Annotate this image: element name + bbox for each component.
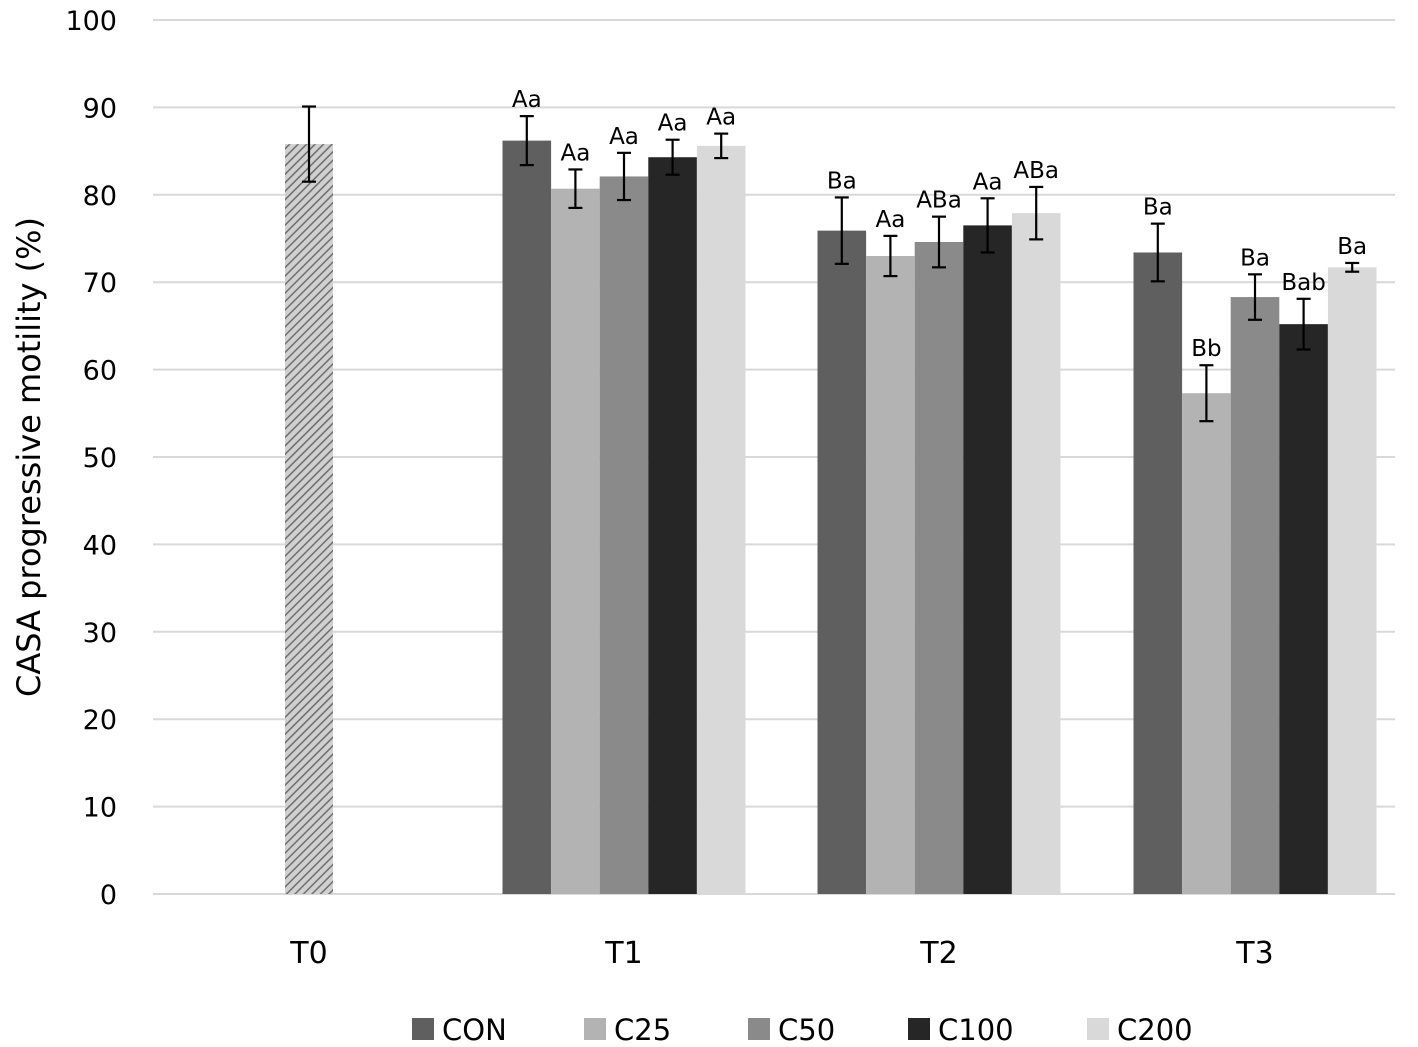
y-tick-label-40: 40	[83, 530, 117, 561]
error-bar-T1-C25	[568, 168, 583, 210]
bar-T0-baseline	[285, 144, 333, 894]
sig-label-T2-C100: Aa	[973, 169, 1003, 195]
bar-T3-C25	[1182, 393, 1231, 894]
error-bar-T2-C100	[980, 197, 995, 254]
significance-labels: Aa Ba Ba Aa Aa Bb Aa ABa Ba Aa Aa Bab Aa ABa Ba	[512, 87, 1367, 362]
legend: CON C25 C50 C100 C200	[412, 1013, 1193, 1047]
bar-T3-CON	[1133, 252, 1183, 894]
legend-item-C50: C50	[748, 1013, 835, 1047]
legend-label-CON: CON	[442, 1013, 507, 1047]
sig-label-T1-CON: Aa	[512, 87, 542, 113]
error-bar-T3-CON	[1150, 222, 1165, 283]
y-tick-label-0: 0	[100, 880, 117, 911]
y-tick-label-30: 30	[83, 618, 117, 649]
x-axis-category-labels: T0 T1 T2 T3	[289, 936, 1273, 971]
x-category-label-T0: T0	[289, 936, 327, 971]
bar-T3-C50	[1230, 297, 1280, 895]
legend-item-C25: C25	[584, 1013, 671, 1047]
sig-label-T3-CON: Ba	[1143, 195, 1173, 221]
error-bar-T3-C200	[1345, 261, 1360, 273]
gridlines	[153, 19, 1395, 895]
error-bar-T2-CON	[834, 196, 849, 265]
legend-label-C50: C50	[778, 1013, 835, 1047]
sig-label-T3-C50: Ba	[1240, 245, 1270, 271]
legend-item-C100: C100	[908, 1013, 1014, 1047]
bar-T2-C200	[1011, 213, 1061, 895]
legend-swatch-C200	[1087, 1018, 1109, 1040]
sig-label-T2-C50: ABa	[916, 188, 962, 214]
sig-label-T3-C100: Bab	[1281, 270, 1325, 296]
x-category-label-T2: T2	[919, 936, 957, 971]
sig-label-T1-C100: Aa	[658, 111, 688, 137]
error-bar-T2-C25	[883, 234, 898, 278]
bar-T3-C200	[1327, 267, 1377, 894]
bar-T1-C200	[696, 145, 746, 894]
error-bar-T3-C25	[1199, 364, 1214, 423]
legend-label-C25: C25	[614, 1013, 671, 1047]
sig-label-T3-C25: Bb	[1191, 336, 1221, 362]
legend-label-C100: C100	[938, 1013, 1014, 1047]
error-bar-T0-baseline	[302, 105, 316, 183]
legend-label-C200: C200	[1117, 1013, 1193, 1047]
bar-T1-CON	[502, 140, 552, 894]
y-tick-label-70: 70	[83, 268, 117, 299]
error-bar-T1-CON	[519, 115, 534, 167]
error-bar-T1-C50	[617, 151, 631, 202]
bar-T1-C100	[648, 157, 697, 894]
y-axis-tick-labels: 0 10 20 30 40 50 60 70 80 90 100	[65, 6, 117, 911]
sig-label-T2-CON: Ba	[827, 168, 857, 194]
error-bar-T3-C100	[1296, 297, 1311, 351]
legend-swatch-C50	[748, 1018, 770, 1040]
legend-swatch-C100	[908, 1018, 930, 1040]
error-bar-T2-C50	[932, 215, 946, 269]
bar-T2-C100	[963, 225, 1012, 894]
y-tick-label-100: 100	[65, 6, 117, 37]
y-tick-label-10: 10	[83, 793, 117, 824]
y-tick-label-20: 20	[83, 705, 117, 736]
x-category-label-T3: T3	[1235, 936, 1273, 971]
error-bar-T1-C100	[665, 138, 680, 176]
legend-item-C200: C200	[1087, 1013, 1193, 1047]
bar-T2-CON	[817, 230, 867, 894]
legend-item-CON: CON	[412, 1013, 507, 1047]
bar-T1-C50	[599, 176, 649, 895]
y-tick-label-60: 60	[83, 356, 117, 387]
y-axis-title: CASA progressive motility (%)	[10, 217, 48, 697]
legend-swatch-C25	[584, 1018, 606, 1040]
bar-T2-C50	[914, 241, 964, 895]
y-tick-label-50: 50	[83, 443, 117, 474]
sig-label-T1-C25: Aa	[560, 140, 590, 166]
bars	[285, 140, 1377, 895]
legend-swatch-CON	[412, 1018, 434, 1040]
sig-label-T1-C200: Aa	[706, 105, 736, 131]
bar-T2-C25	[866, 255, 915, 895]
error-bar-T3-C50	[1248, 273, 1262, 321]
bar-T1-C25	[551, 188, 600, 894]
sig-label-T2-C200: ABa	[1013, 158, 1059, 184]
bar-T3-C100	[1279, 324, 1328, 895]
sig-label-T1-C50: Aa	[609, 124, 639, 150]
y-tick-label-90: 90	[83, 93, 117, 124]
error-bars	[302, 105, 1360, 423]
y-tick-label-80: 80	[83, 181, 117, 212]
error-bar-T1-C200	[714, 132, 729, 160]
sig-label-T2-C25: Aa	[875, 207, 905, 233]
error-bar-T2-C200	[1029, 185, 1044, 241]
sig-label-T3-C200: Ba	[1337, 234, 1367, 260]
x-category-label-T1: T1	[604, 936, 642, 971]
